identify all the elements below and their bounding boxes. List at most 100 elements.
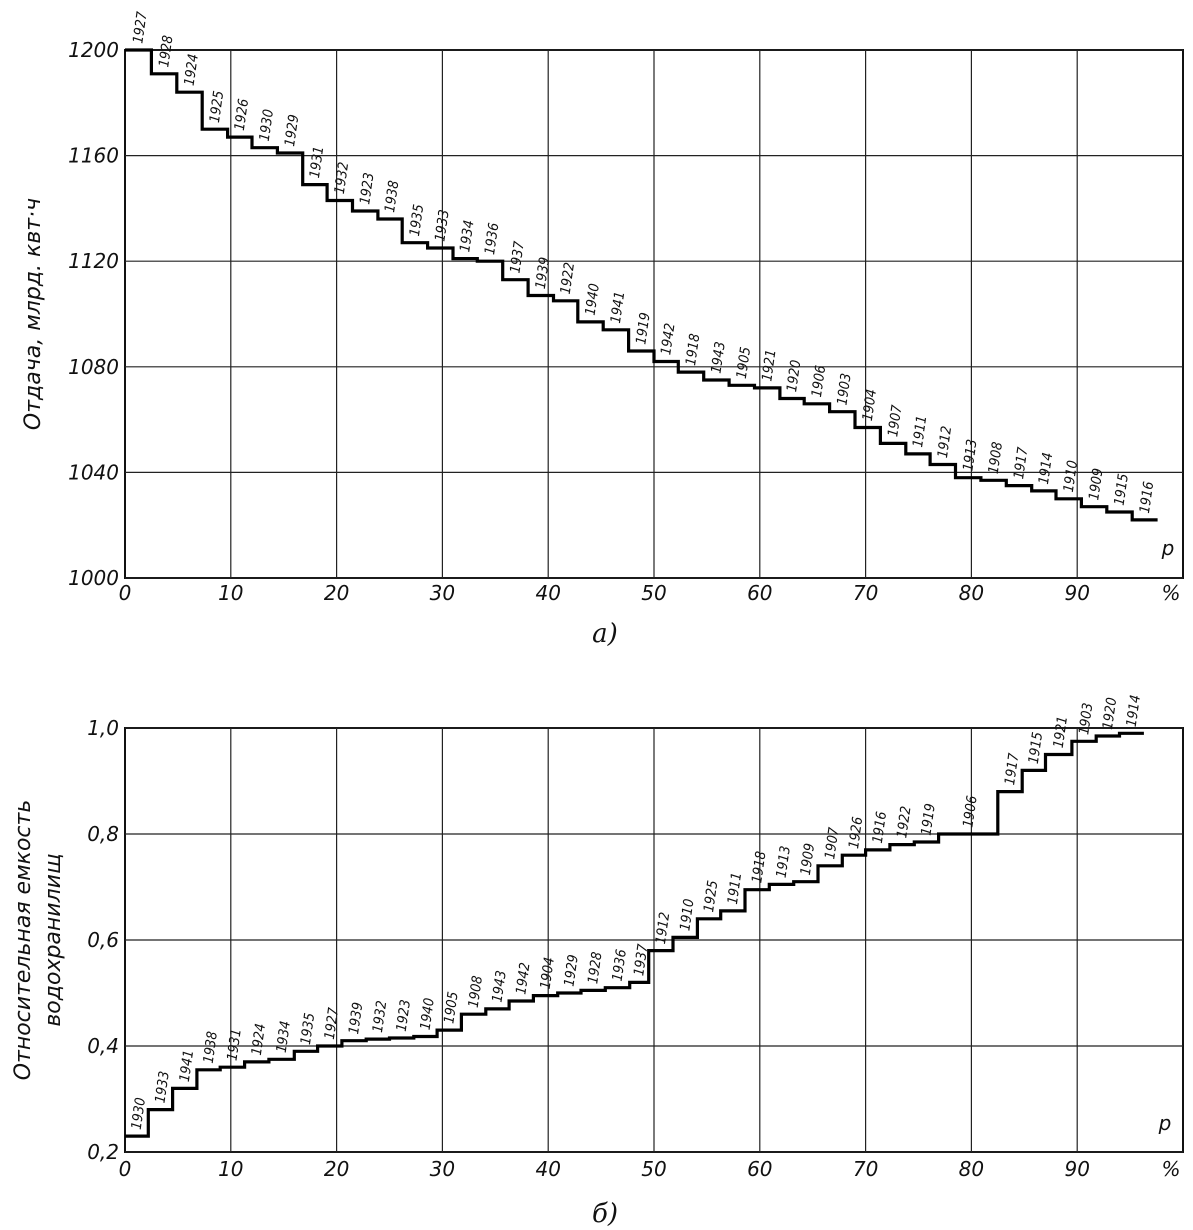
x-tick-label: 10 (218, 1157, 243, 1181)
year-data-label: 1941 (177, 1049, 197, 1083)
year-data-label: 1932 (332, 161, 352, 195)
year-data-label: 1943 (490, 969, 510, 1003)
x-tick-label: 50 (641, 581, 666, 605)
y-tick-label: 1000 (68, 566, 119, 590)
y-tick-label: 0,4 (87, 1034, 119, 1058)
year-data-label: 1939 (346, 1001, 366, 1035)
year-data-label: 1931 (307, 145, 327, 179)
year-data-label: 1933 (432, 209, 452, 243)
year-data-label: 1913 (774, 845, 794, 879)
year-data-label: 1903 (834, 372, 854, 406)
year-data-label: 1922 (894, 805, 914, 839)
year-data-label: 1937 (631, 943, 651, 977)
year-data-label: 1909 (798, 842, 818, 876)
x-axis-label: p (1158, 1111, 1172, 1135)
x-tick-label: 30 (430, 1157, 455, 1181)
year-data-label: 1918 (749, 850, 769, 884)
y-tick-label: 1040 (68, 460, 119, 484)
year-data-label: 1929 (282, 114, 302, 148)
year-data-label: 1923 (357, 172, 377, 206)
year-data-label: 1904 (538, 956, 558, 990)
x-axis-label: p (1161, 536, 1175, 560)
year-data-label: 1942 (513, 962, 533, 996)
year-data-label: 1936 (610, 948, 630, 982)
year-data-label: 1922 (558, 261, 578, 295)
x-tick-label: 0 (119, 581, 132, 605)
x-unit-label: % (1161, 581, 1180, 605)
year-data-label: 1918 (683, 333, 703, 367)
year-data-label: 1919 (919, 803, 939, 837)
year-data-label: 1927 (130, 11, 150, 45)
year-data-label: 1942 (658, 322, 678, 356)
x-tick-label: 40 (535, 581, 560, 605)
year-data-label: 1933 (153, 1070, 173, 1104)
year-data-label: 1924 (249, 1022, 269, 1056)
year-data-label: 1911 (725, 871, 745, 905)
year-data-label: 1911 (910, 415, 930, 449)
year-data-label: 1909 (1086, 467, 1106, 501)
year-data-label: 1915 (1026, 731, 1046, 765)
year-data-label: 1919 (633, 312, 653, 346)
x-tick-label: 70 (853, 1157, 878, 1181)
year-data-label: 1916 (1137, 481, 1157, 515)
year-data-label: 1912 (935, 425, 955, 459)
year-data-label: 1921 (1051, 715, 1071, 749)
x-tick-label: 20 (324, 1157, 349, 1181)
year-data-label: 1925 (701, 879, 721, 913)
y-tick-label: 1160 (68, 144, 119, 168)
x-tick-label: 60 (747, 581, 772, 605)
panel-a-chart: 0 10 20 30 40 50 60 70 80 90 % 1000 1040 1080 1120 1160… (21, 11, 1184, 649)
year-data-label: 1938 (201, 1030, 221, 1064)
year-data-label: 1935 (407, 203, 427, 237)
year-data-label: 1930 (257, 108, 277, 142)
year-data-label: 1910 (1061, 459, 1081, 493)
y-tick-label: 1120 (68, 249, 119, 273)
year-data-label: 1914 (1036, 451, 1056, 485)
year-data-label: 1940 (583, 283, 603, 317)
y-tick-label: 0,2 (87, 1140, 119, 1164)
panel-caption: а) (592, 619, 618, 649)
year-data-label: 1905 (734, 346, 754, 380)
year-data-label: 1934 (457, 219, 477, 253)
year-data-label: 1920 (1100, 697, 1120, 731)
year-data-label: 1905 (441, 991, 461, 1025)
year-data-label: 1907 (822, 826, 842, 860)
year-data-label: 1912 (653, 911, 673, 945)
year-data-label: 1908 (466, 975, 486, 1009)
x-tick-label: 10 (218, 581, 243, 605)
year-data-label: 1926 (846, 816, 866, 850)
year-data-label: 1924 (182, 53, 202, 87)
year-data-label: 1941 (608, 290, 628, 324)
y-axis-label: Относительная емкость водохранилищ (11, 800, 66, 1081)
year-data-label: 1927 (322, 1007, 342, 1041)
x-tick-label: 60 (747, 1157, 772, 1181)
year-data-label: 1907 (885, 404, 905, 438)
x-tick-label: 50 (641, 1157, 666, 1181)
x-tick-label: 40 (535, 1157, 560, 1181)
year-data-label: 1906 (809, 364, 829, 398)
panel-b-chart: 0 10 20 30 40 50 60 70 80 90 % 0,2 0,4 0,6 0,8 1,0 p Отно… (11, 694, 1184, 1229)
year-data-label: 1931 (225, 1028, 245, 1062)
y-tick-label: 0,6 (87, 928, 119, 952)
x-tick-label: 0 (119, 1157, 132, 1181)
year-data-label: 1903 (1076, 702, 1096, 736)
year-data-label: 1940 (418, 997, 438, 1031)
year-data-label: 1934 (274, 1020, 294, 1054)
x-tick-label: 80 (959, 581, 984, 605)
year-data-label: 1939 (533, 256, 553, 290)
year-data-label: 1936 (482, 222, 502, 256)
year-data-label: 1917 (1011, 446, 1031, 480)
year-data-label: 1920 (784, 359, 804, 393)
x-unit-label: % (1161, 1157, 1180, 1181)
y-tick-label: 1200 (68, 38, 119, 62)
x-tick-label: 80 (959, 1157, 984, 1181)
year-data-label: 1906 (960, 795, 980, 829)
year-data-label: 1910 (677, 898, 697, 932)
year-data-label: 1904 (860, 388, 880, 422)
year-data-label: 1916 (870, 810, 890, 844)
y-tick-label: 1080 (68, 355, 119, 379)
step-series-line (125, 731, 1144, 1138)
year-data-label: 1928 (156, 34, 176, 68)
panel-caption: б) (592, 1199, 618, 1229)
